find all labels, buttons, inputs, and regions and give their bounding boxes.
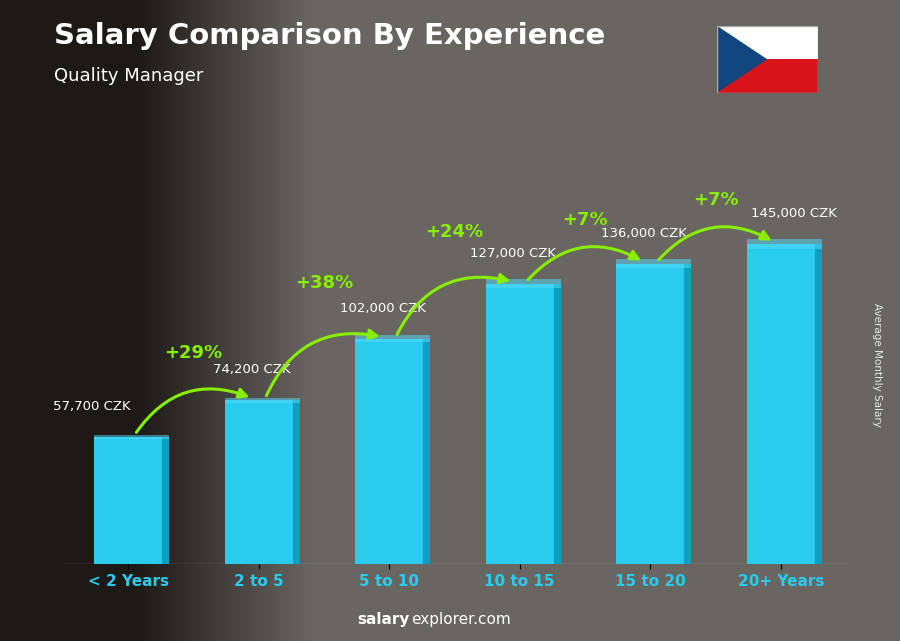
Bar [225, 400, 292, 564]
Bar [94, 437, 162, 564]
Bar [616, 264, 684, 564]
Bar [225, 398, 300, 403]
Bar [554, 284, 561, 564]
Bar [747, 244, 814, 564]
Bar [162, 437, 169, 564]
Bar [486, 279, 561, 288]
Text: +24%: +24% [426, 223, 483, 241]
Bar [814, 244, 822, 564]
Text: 136,000 CZK: 136,000 CZK [601, 227, 687, 240]
Bar [747, 239, 822, 249]
Text: 102,000 CZK: 102,000 CZK [340, 302, 426, 315]
Text: 145,000 CZK: 145,000 CZK [751, 207, 837, 220]
Text: +29%: +29% [165, 344, 222, 362]
Bar [684, 264, 691, 564]
Bar [94, 435, 169, 438]
Bar [716, 60, 818, 93]
Bar [716, 26, 818, 60]
Bar [616, 260, 691, 269]
Text: +7%: +7% [693, 191, 738, 209]
Bar [292, 400, 300, 564]
Bar [423, 339, 430, 564]
Bar [486, 284, 554, 564]
Bar [356, 339, 423, 564]
Text: 127,000 CZK: 127,000 CZK [470, 247, 556, 260]
Text: explorer.com: explorer.com [411, 612, 511, 627]
Text: Average Monthly Salary: Average Monthly Salary [872, 303, 883, 428]
Bar [356, 335, 430, 342]
Text: salary: salary [357, 612, 410, 627]
Text: Quality Manager: Quality Manager [54, 67, 203, 85]
Text: Salary Comparison By Experience: Salary Comparison By Experience [54, 22, 605, 51]
Text: +7%: +7% [562, 211, 608, 229]
Text: 74,200 CZK: 74,200 CZK [213, 363, 291, 376]
Text: +38%: +38% [295, 274, 353, 292]
Text: 57,700 CZK: 57,700 CZK [53, 400, 130, 413]
Polygon shape [716, 26, 767, 93]
